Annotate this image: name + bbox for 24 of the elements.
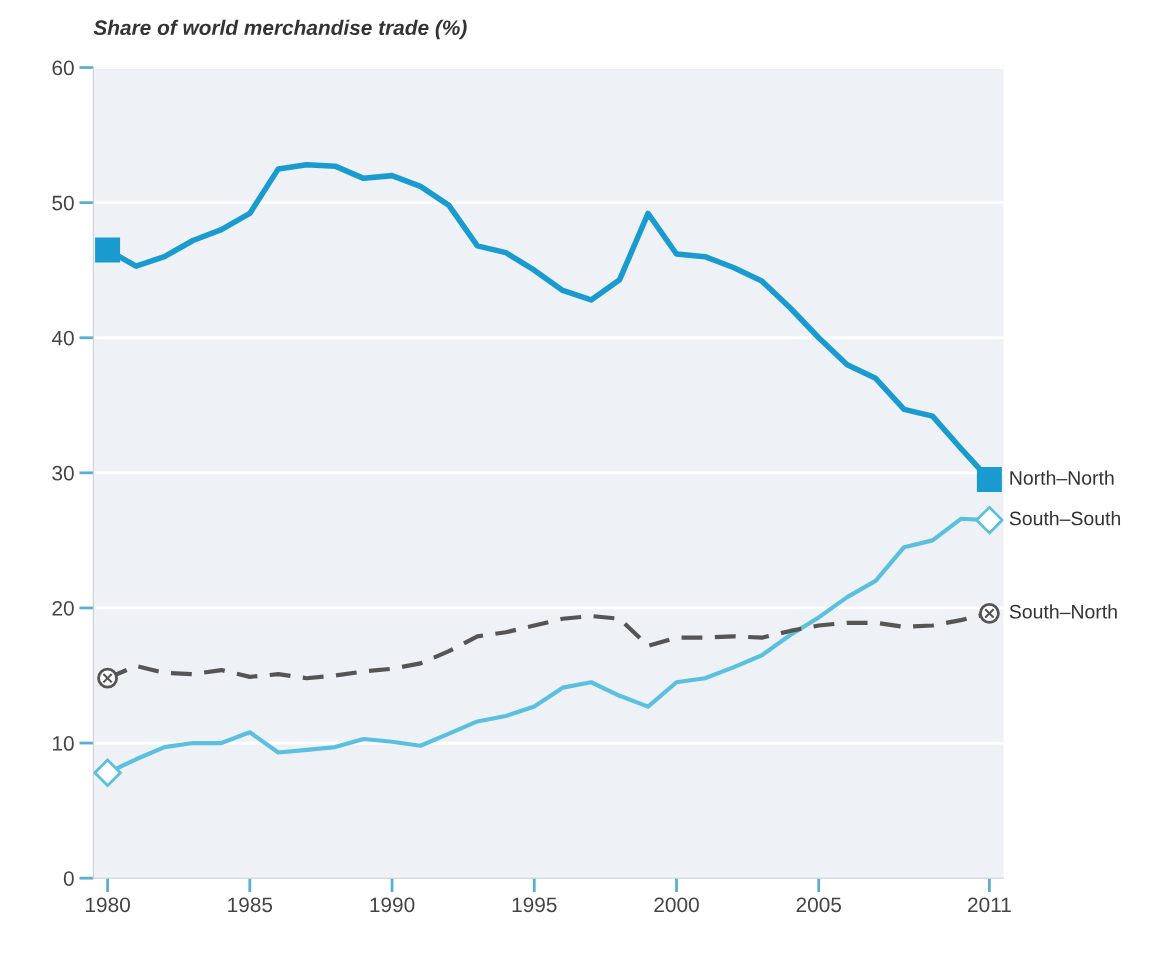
y-tick-label: 30 bbox=[52, 465, 74, 481]
point bbox=[976, 467, 1002, 493]
series-label: South–North bbox=[1009, 604, 1117, 619]
point bbox=[975, 505, 1004, 535]
x-tick-label: 2011 bbox=[968, 897, 1011, 913]
series-label: South–South bbox=[1009, 511, 1121, 526]
y-tick-label: 10 bbox=[53, 736, 74, 751]
x-tick-label: 1985 bbox=[228, 897, 273, 913]
x-tick-label: 1980 bbox=[86, 897, 130, 913]
x-tick-label: 2000 bbox=[654, 897, 699, 913]
x-tick-label: 2005 bbox=[796, 897, 842, 913]
point bbox=[978, 602, 1000, 624]
y-tick-label: 20 bbox=[52, 600, 74, 616]
point bbox=[97, 667, 118, 689]
point bbox=[95, 237, 121, 263]
y-tick-label: 50 bbox=[52, 195, 74, 211]
point bbox=[93, 758, 122, 787]
series-label: North–North bbox=[1010, 470, 1114, 485]
x-tick-label: 1995 bbox=[512, 897, 557, 913]
y-tick-label: 40 bbox=[51, 330, 74, 346]
y-tick-label: 60 bbox=[52, 60, 74, 76]
y-axis-title: Share of world merchandise trade (%) bbox=[93, 19, 467, 40]
x-tick-label: 1990 bbox=[370, 897, 415, 913]
y-tick-label: 0 bbox=[63, 871, 74, 886]
